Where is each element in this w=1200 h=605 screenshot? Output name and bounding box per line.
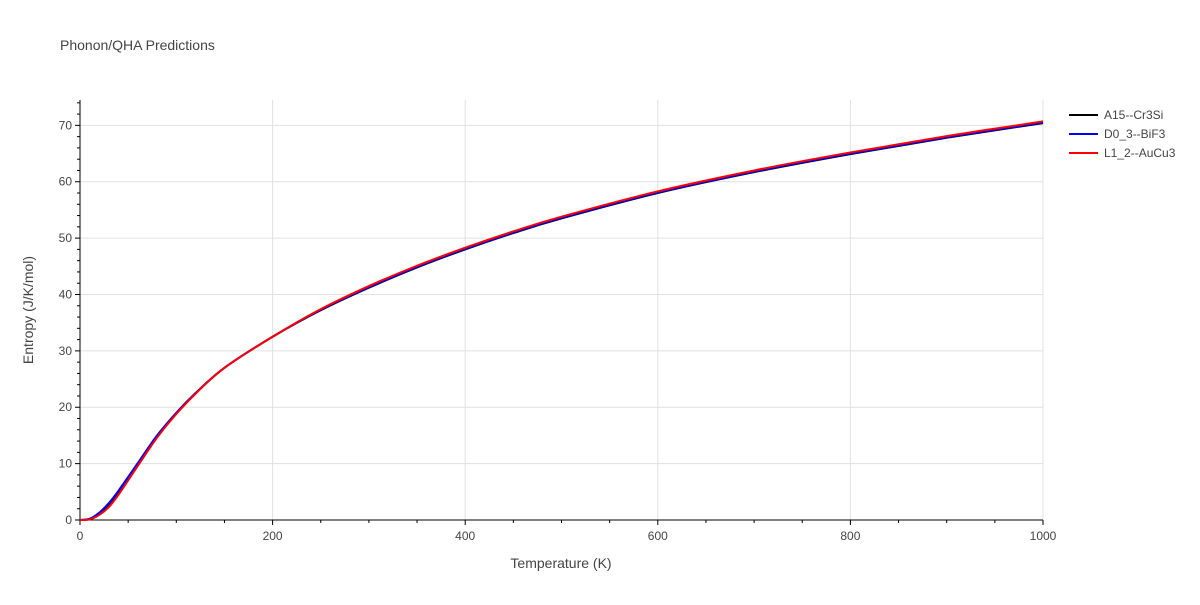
y-tick-label: 40 <box>59 287 73 301</box>
x-tick-label: 1000 <box>1030 529 1057 543</box>
grid-layer <box>80 100 1044 520</box>
legend-label-1: D0_3--BiF3 <box>1104 127 1166 141</box>
x-tick-label: 200 <box>263 529 283 543</box>
y-axis-label: Entropy (J/K/mol) <box>20 256 36 364</box>
x-tick-label: 400 <box>455 529 475 543</box>
x-tick-label: 0 <box>77 529 84 543</box>
y-tick-label: 60 <box>59 175 73 189</box>
chart-title: Phonon/QHA Predictions <box>60 37 215 53</box>
axis-layer: 0 10 20 30 40 50 60 70 0 200 400 600 800 1000 <box>59 100 1057 543</box>
x-axis-label: Temperature (K) <box>510 555 611 571</box>
y-tick-label: 70 <box>59 118 73 132</box>
x-tick-label: 600 <box>648 529 668 543</box>
y-tick-label: 0 <box>65 513 72 527</box>
series-layer <box>79 120 1044 522</box>
y-tick-label: 20 <box>59 400 73 414</box>
series-line-0 <box>79 122 1044 521</box>
legend-label-2: L1_2--AuCu3 <box>1104 146 1176 160</box>
y-tick-label: 30 <box>59 344 73 358</box>
legend: A15--Cr3Si D0_3--BiF3 L1_2--AuCu3 <box>1069 108 1176 160</box>
x-tick-label: 800 <box>840 529 860 543</box>
y-tick-label: 50 <box>59 231 73 245</box>
legend-label-0: A15--Cr3Si <box>1104 108 1163 122</box>
y-tick-label: 10 <box>59 457 73 471</box>
series-line-2 <box>79 120 1044 522</box>
